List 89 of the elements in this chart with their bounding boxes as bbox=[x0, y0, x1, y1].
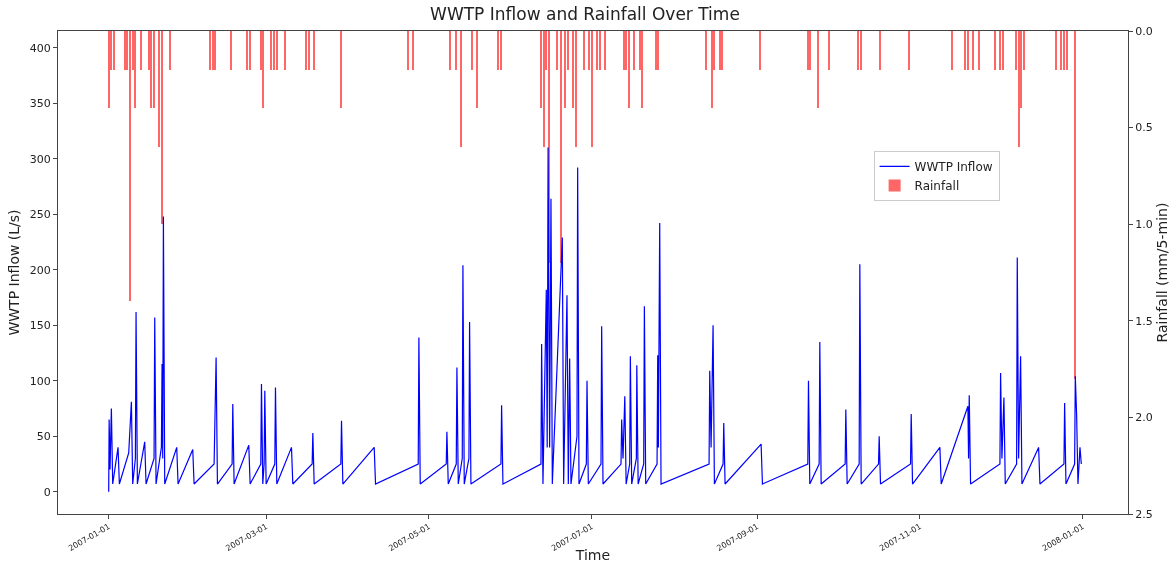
bar bbox=[230, 31, 232, 70]
bar bbox=[161, 31, 163, 224]
bar bbox=[476, 31, 478, 108]
bar bbox=[817, 31, 819, 108]
y-tick-label: 300 bbox=[29, 152, 51, 166]
bar bbox=[711, 31, 713, 108]
bar bbox=[1063, 31, 1065, 70]
bar bbox=[1074, 31, 1076, 379]
bar bbox=[497, 31, 499, 70]
bar bbox=[560, 31, 562, 263]
bar bbox=[108, 31, 110, 108]
bar bbox=[967, 31, 969, 70]
bar bbox=[153, 31, 155, 108]
y2-tick-label: 2.0 bbox=[1135, 411, 1153, 425]
bar bbox=[857, 31, 859, 70]
bar bbox=[270, 31, 272, 70]
bar bbox=[284, 31, 286, 70]
bar bbox=[249, 31, 251, 70]
bar bbox=[1060, 31, 1062, 70]
bar bbox=[596, 31, 598, 70]
y-tick-label: 50 bbox=[36, 430, 51, 444]
bar bbox=[1055, 31, 1057, 70]
bar bbox=[340, 31, 342, 108]
bar bbox=[641, 31, 643, 108]
legend-label: Rainfall bbox=[914, 179, 960, 194]
y-tick-label: 100 bbox=[29, 374, 51, 388]
bar bbox=[978, 31, 980, 70]
bar bbox=[129, 31, 131, 301]
y-tick-label: 150 bbox=[29, 319, 51, 333]
bar bbox=[209, 31, 211, 70]
bar bbox=[1018, 31, 1020, 147]
bar bbox=[828, 31, 830, 70]
bar bbox=[994, 31, 996, 70]
bar bbox=[999, 31, 1001, 70]
bar bbox=[759, 31, 761, 70]
bar bbox=[305, 31, 307, 70]
bar bbox=[134, 31, 136, 108]
bar bbox=[543, 31, 545, 147]
bar bbox=[500, 31, 502, 70]
bar bbox=[564, 31, 566, 108]
bar bbox=[575, 31, 577, 147]
bar bbox=[273, 31, 275, 70]
bar bbox=[150, 31, 152, 108]
bar bbox=[879, 31, 881, 70]
bar bbox=[951, 31, 953, 70]
bar bbox=[633, 31, 635, 70]
bar bbox=[599, 31, 601, 70]
bar bbox=[628, 31, 630, 108]
y2-tick-label: 0.0 bbox=[1135, 24, 1153, 38]
chart-title: WWTP Inflow and Rainfall Over Time bbox=[430, 4, 740, 25]
bar bbox=[705, 31, 707, 70]
line-series bbox=[108, 146, 1082, 493]
bar bbox=[591, 31, 593, 147]
bar bbox=[556, 31, 558, 70]
bar bbox=[471, 31, 473, 70]
y2-tick-label: 2.5 bbox=[1135, 507, 1153, 521]
legend-label: WWTP Inflow bbox=[914, 160, 993, 175]
bar bbox=[860, 31, 862, 70]
bar bbox=[1002, 31, 1004, 70]
x-axis-title: Time bbox=[574, 547, 611, 563]
bar bbox=[169, 31, 171, 70]
bar bbox=[308, 31, 310, 70]
bar bbox=[583, 31, 585, 70]
y-tick-label: 200 bbox=[29, 263, 51, 277]
bar bbox=[908, 31, 910, 70]
bar bbox=[455, 31, 457, 70]
bar bbox=[276, 31, 278, 70]
y-tick-label: 400 bbox=[29, 41, 51, 55]
bar bbox=[964, 31, 966, 70]
y2-axis-title: Rainfall (mm/5-min) bbox=[1154, 202, 1170, 343]
bar bbox=[1066, 31, 1068, 70]
bar bbox=[313, 31, 315, 70]
y2-tick-label: 0.5 bbox=[1135, 121, 1153, 135]
bar bbox=[246, 31, 248, 70]
y-tick-label: 250 bbox=[29, 208, 51, 222]
bar bbox=[972, 31, 974, 70]
bar bbox=[460, 31, 462, 147]
bar bbox=[113, 31, 115, 70]
y2-tick-label: 1.0 bbox=[1135, 218, 1153, 232]
bar bbox=[412, 31, 414, 70]
bar bbox=[407, 31, 409, 70]
y-tick-label: 0 bbox=[43, 485, 51, 499]
y-axis-title: WWTP Inflow (L/s) bbox=[6, 209, 23, 336]
bar bbox=[140, 31, 142, 70]
y2-tick-label: 1.5 bbox=[1135, 314, 1153, 328]
y-tick-label: 350 bbox=[29, 97, 51, 111]
bar bbox=[262, 31, 264, 108]
bar bbox=[604, 31, 606, 70]
bar bbox=[449, 31, 451, 70]
